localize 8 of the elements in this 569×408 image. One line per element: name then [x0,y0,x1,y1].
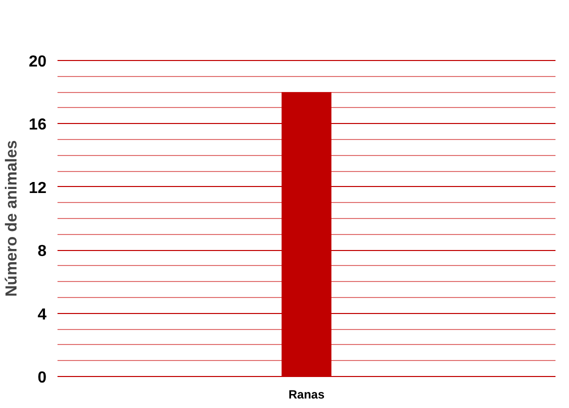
y-tick-label: 8 [38,243,47,260]
y-tick-label: 16 [28,116,47,134]
y-tick-label: 20 [28,54,47,70]
y-axis-title: Número de animales [4,140,21,297]
y-tick-label: 0 [38,370,47,386]
y-tick-label: 12 [28,180,47,197]
y-tick-label: 4 [38,306,47,324]
x-tick-label: Ranas [288,388,325,402]
